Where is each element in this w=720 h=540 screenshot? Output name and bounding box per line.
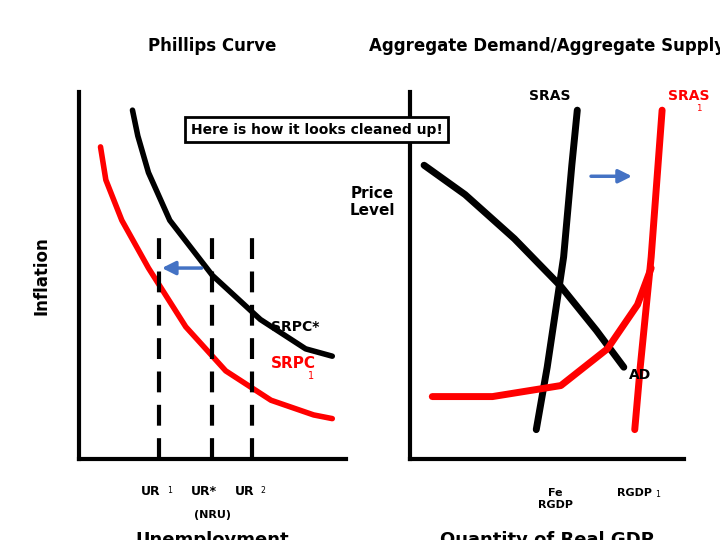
Text: SRPC: SRPC [271, 356, 316, 371]
Text: UR: UR [141, 485, 161, 498]
Text: $_{1}$: $_{1}$ [307, 368, 315, 382]
Text: Price
Level: Price Level [349, 186, 395, 218]
Text: UR: UR [235, 485, 254, 498]
Text: $_{1}$: $_{1}$ [166, 485, 173, 497]
Text: Phillips Curve: Phillips Curve [148, 37, 276, 55]
Text: $_{2}$: $_{2}$ [260, 485, 266, 497]
Text: AD: AD [629, 368, 652, 382]
Text: SRAS: SRAS [529, 89, 571, 103]
Text: Unemployment: Unemployment [135, 531, 289, 540]
Text: Aggregate Demand/Aggregate Supply: Aggregate Demand/Aggregate Supply [369, 37, 720, 55]
Text: Here is how it looks cleaned up!: Here is how it looks cleaned up! [191, 123, 443, 137]
Text: (NRU): (NRU) [194, 510, 231, 521]
Text: UR*: UR* [192, 485, 217, 498]
Text: $_{1}$: $_{1}$ [654, 488, 661, 501]
Text: SRAS: SRAS [667, 89, 709, 103]
Text: $_{1}$: $_{1}$ [696, 101, 703, 114]
Text: Fe
RGDP: Fe RGDP [538, 488, 573, 510]
Text: Inflation: Inflation [33, 236, 51, 315]
Text: Quantity of Real GDP: Quantity of Real GDP [440, 531, 654, 540]
Text: RGDP: RGDP [617, 488, 652, 498]
Text: SRPC*: SRPC* [271, 320, 320, 334]
